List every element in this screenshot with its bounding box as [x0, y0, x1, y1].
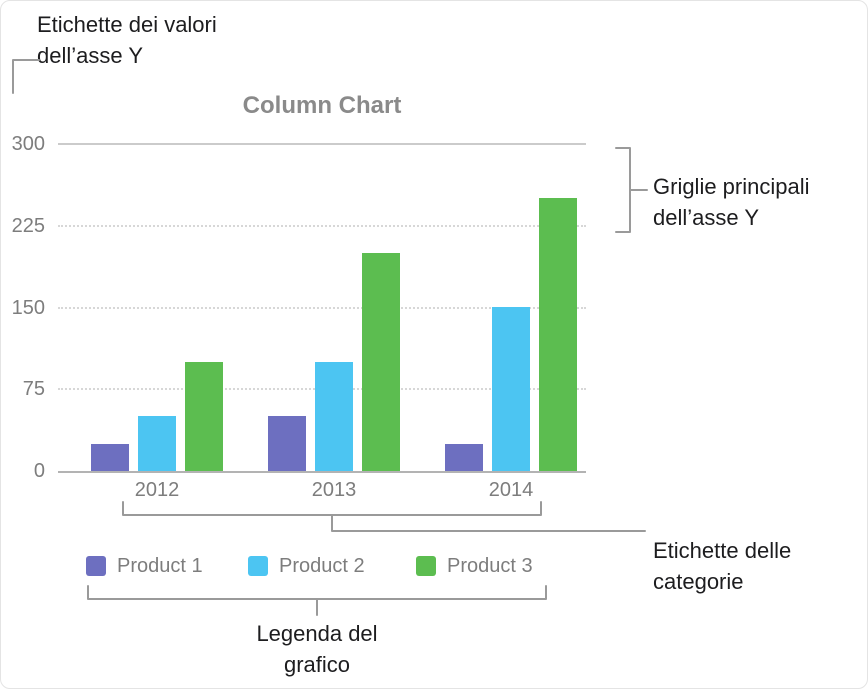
- bracket-y-value-labels: [12, 59, 40, 94]
- category-label: 2013: [311, 479, 357, 501]
- annotation-line: Griglie principali: [653, 174, 810, 199]
- legend-label: Product 3: [447, 554, 533, 577]
- annotation-chart-legend: Legenda del grafico: [217, 618, 417, 680]
- annotation-line: grafico: [283, 652, 351, 677]
- plot-area: [58, 143, 586, 473]
- bar-product-2-2014: [492, 307, 530, 471]
- bar-product-1-2012: [91, 444, 129, 471]
- y-gridline: [58, 143, 586, 145]
- annotation-line: dell’asse Y: [653, 205, 759, 230]
- y-gridline: [58, 224, 586, 227]
- y-axis-tick-label: 225: [11, 214, 45, 237]
- bar-product-3-2013: [362, 253, 400, 471]
- annotation-line: Legenda del: [256, 621, 378, 646]
- legend-label: Product 2: [279, 554, 365, 577]
- bracket-category-labels: [122, 501, 646, 532]
- annotation-category-labels: Etichette delle categorie: [653, 535, 791, 597]
- annotation-line: Etichette dei valori: [37, 12, 217, 37]
- bar-product-2-2013: [315, 362, 353, 471]
- bar-product-2-2012: [138, 416, 176, 471]
- legend-label: Product 1: [117, 554, 203, 577]
- category-label: 2012: [134, 479, 180, 501]
- bar-product-3-2014: [539, 198, 577, 471]
- legend-item: Product 3: [416, 553, 533, 579]
- bracket-legend: [87, 585, 547, 616]
- y-axis-tick-label: 300: [11, 133, 45, 155]
- annotation-line: categorie: [653, 569, 744, 594]
- annotation-y-gridlines: Griglie principali dell’asse Y: [653, 171, 810, 233]
- legend-item: Product 2: [248, 553, 365, 579]
- y-gridline: [58, 306, 586, 309]
- y-axis-tick-label: 150: [11, 296, 45, 319]
- y-axis-tick-label: 0: [33, 460, 45, 482]
- legend-swatch: [248, 556, 268, 576]
- legend-swatch: [86, 556, 106, 576]
- legend-item: Product 1: [86, 553, 203, 579]
- annotation-line: Etichette delle: [653, 538, 792, 563]
- y-axis-tick-label: 75: [22, 378, 45, 401]
- bar-product-1-2013: [268, 416, 306, 471]
- annotation-y-value-labels: Etichette dei valori dell’asse Y: [37, 9, 217, 71]
- category-label: 2014: [488, 479, 534, 501]
- bar-product-1-2014: [445, 444, 483, 471]
- bar-product-3-2012: [185, 362, 223, 471]
- chart-title: Column Chart: [242, 92, 402, 119]
- legend-swatch: [416, 556, 436, 576]
- annotation-line: dell’asse Y: [37, 43, 143, 68]
- bracket-y-gridlines: [615, 147, 648, 233]
